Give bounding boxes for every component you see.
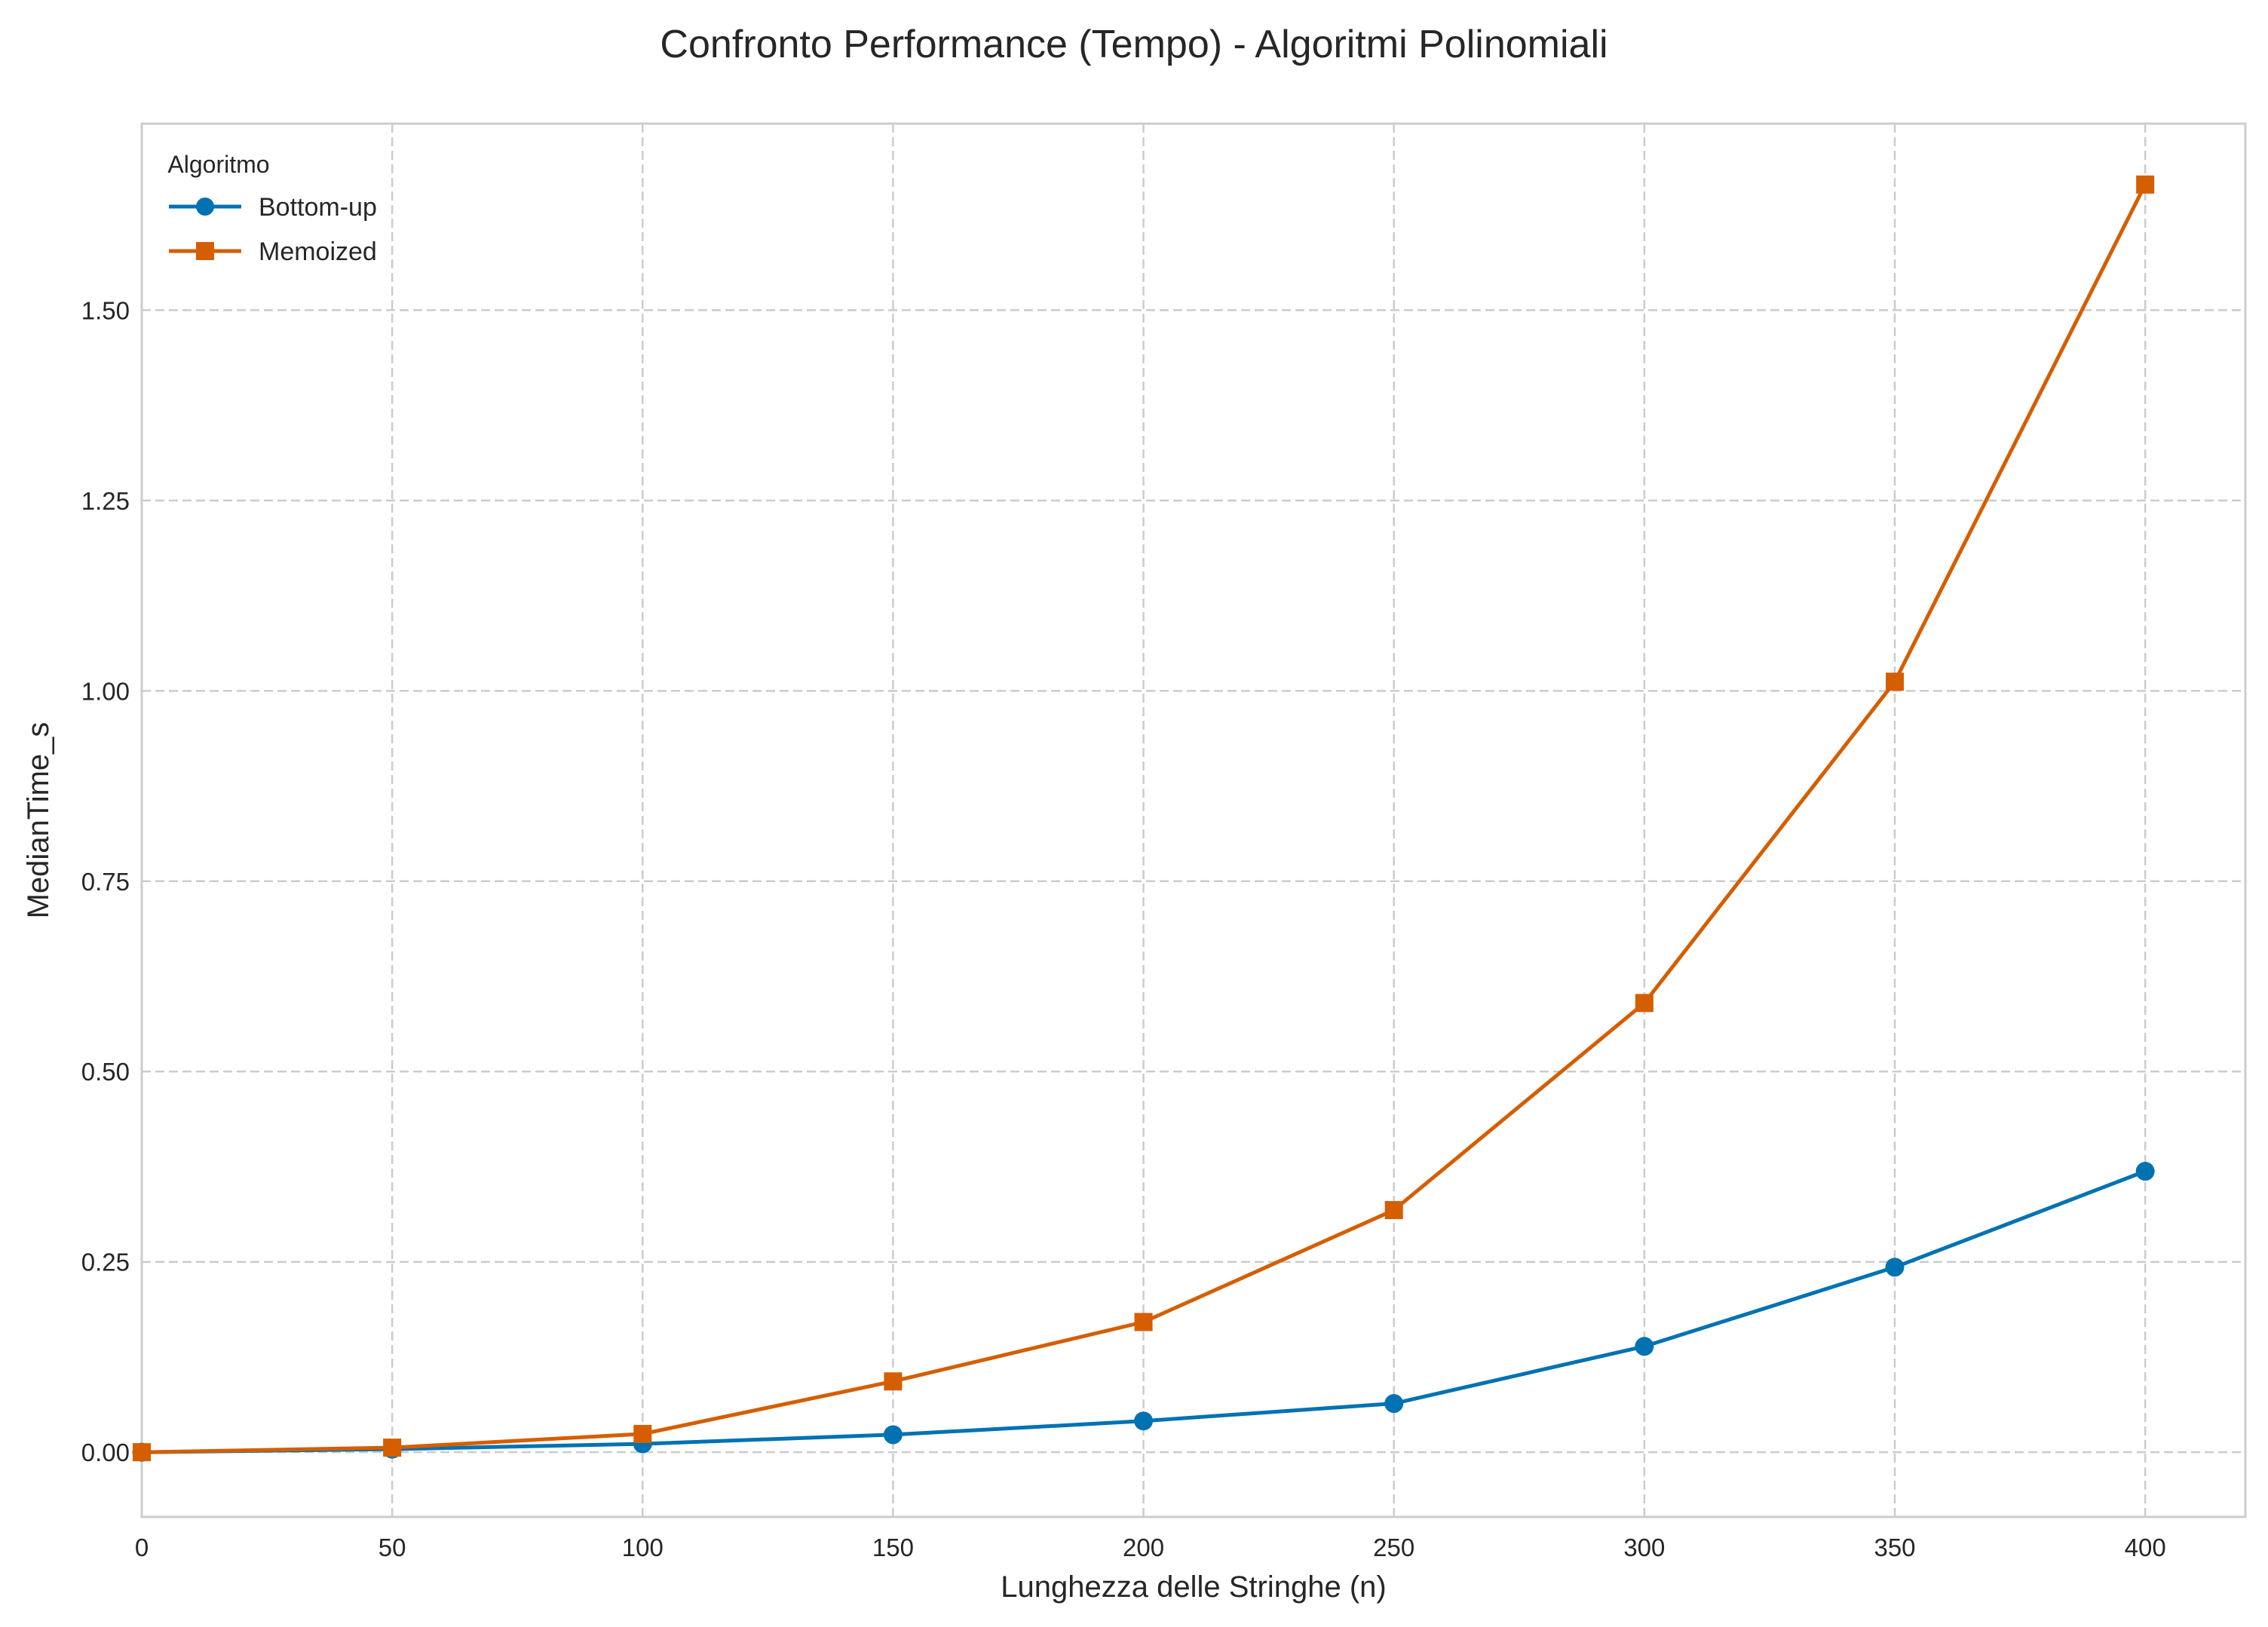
data-point	[1384, 1201, 1403, 1220]
x-tick-label: 150	[872, 1534, 914, 1561]
x-tick-label: 400	[2125, 1534, 2166, 1561]
chart-title: Confronto Performance (Tempo) - Algoritm…	[660, 23, 1608, 66]
legend: Algoritmo Bottom-up Memoized	[167, 151, 376, 266]
y-axis: 0.00 0.25 0.50 0.75 1.00 1.25 1.50	[81, 296, 130, 1466]
x-axis: 0 50 100 150 200 250 300 350 400	[135, 1534, 2166, 1561]
legend-label-memoized: Memoized	[259, 237, 377, 266]
y-tick-label: 1.50	[81, 296, 130, 324]
x-tick-label: 300	[1623, 1534, 1665, 1561]
legend-item-bottom-up: Bottom-up	[169, 193, 377, 222]
data-point	[383, 1439, 402, 1457]
x-tick-label: 200	[1123, 1534, 1164, 1561]
grid	[140, 124, 2245, 1517]
data-point	[1635, 1337, 1654, 1356]
x-axis-label: Lunghezza delle Stringhe (n)	[1001, 1570, 1386, 1604]
data-point	[2136, 175, 2155, 194]
data-point	[884, 1372, 903, 1391]
legend-marker-memoized	[196, 242, 214, 260]
x-tick-label: 50	[379, 1534, 406, 1561]
plot-frame	[140, 122, 2247, 1518]
y-axis-label: MedianTime_s	[22, 722, 55, 919]
data-point	[1885, 1258, 1905, 1277]
data-point	[1134, 1411, 1154, 1431]
data-point	[1384, 1394, 1404, 1414]
x-tick-label: 250	[1373, 1534, 1414, 1561]
y-tick-label: 0.25	[81, 1249, 130, 1276]
y-tick-label: 0.50	[81, 1058, 130, 1086]
data-point	[883, 1425, 903, 1445]
legend-item-memoized: Memoized	[169, 237, 377, 266]
y-tick-label: 0.00	[81, 1439, 130, 1466]
x-tick-label: 100	[622, 1534, 664, 1561]
data-point	[133, 1443, 151, 1462]
data-point	[1635, 994, 1653, 1013]
legend-marker-bottom-up	[196, 198, 214, 216]
y-tick-label: 0.75	[81, 868, 130, 896]
y-tick-label: 1.00	[81, 677, 130, 705]
legend-title: Algoritmo	[167, 151, 269, 178]
series-memoized	[133, 175, 2155, 1462]
data-point	[1886, 673, 1904, 691]
data-point	[633, 1424, 652, 1443]
y-tick-label: 1.25	[81, 487, 130, 515]
data-point	[2135, 1162, 2155, 1181]
x-tick-label: 350	[1874, 1534, 1915, 1561]
x-tick-label: 0	[135, 1534, 149, 1561]
legend-label-bottom-up: Bottom-up	[259, 193, 377, 222]
series-layer	[132, 175, 2155, 1462]
data-point	[1134, 1313, 1153, 1331]
